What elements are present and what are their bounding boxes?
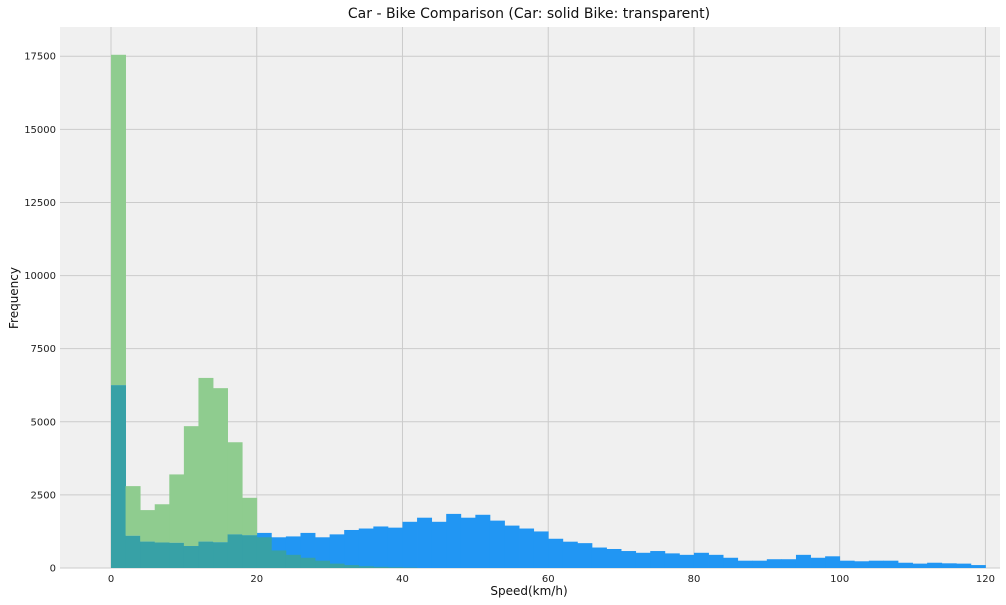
x-tick-label: 40	[396, 574, 409, 585]
bike-bars	[111, 54, 418, 568]
car-bar	[635, 552, 651, 568]
bike-bar	[329, 563, 345, 568]
car-bar	[533, 531, 549, 568]
car-bar	[708, 554, 724, 568]
car-bar	[897, 562, 913, 568]
car-bar	[927, 562, 943, 568]
bike-bar	[285, 554, 301, 568]
y-tick-label: 2500	[31, 490, 56, 501]
bike-bar	[227, 442, 243, 568]
y-tick-labels: 0 2500 5000 7500 10000 12500 15000 17500	[24, 52, 56, 575]
car-bar	[358, 528, 374, 568]
car-bar	[460, 517, 476, 568]
x-tick-label: 120	[976, 574, 995, 585]
car-bar	[693, 552, 709, 568]
car-bar	[650, 551, 666, 568]
y-tick-label: 10000	[24, 271, 56, 282]
car-bar	[446, 513, 462, 568]
bike-bar	[315, 560, 331, 568]
car-bar	[679, 554, 695, 568]
car-bar	[854, 561, 870, 568]
bike-bar	[256, 537, 272, 568]
car-bar	[795, 554, 811, 568]
bike-bar	[387, 567, 403, 568]
car-bar	[329, 534, 345, 568]
bike-bar	[111, 54, 126, 568]
car-bar	[431, 521, 447, 568]
car-bar	[562, 541, 578, 568]
y-axis-label: Frequency	[7, 267, 21, 329]
car-bar	[766, 559, 782, 568]
bike-bar	[358, 566, 374, 568]
x-tick-label: 80	[688, 574, 701, 585]
car-bar	[475, 514, 491, 568]
car-bar	[941, 563, 957, 568]
y-tick-label: 7500	[31, 344, 56, 355]
x-tick-label: 60	[542, 574, 555, 585]
car-bar	[344, 529, 360, 568]
car-bar	[373, 526, 389, 568]
car-bar	[839, 560, 855, 568]
car-bar	[591, 547, 607, 568]
x-axis-label: Speed(km/h)	[490, 584, 567, 598]
y-tick-label: 15000	[24, 125, 56, 136]
x-tick-labels: 0 20 40 60 80 100 120	[108, 574, 995, 585]
car-bar	[825, 556, 841, 568]
chart-title: Car - Bike Comparison (Car: solid Bike: …	[348, 6, 710, 22]
bike-bar	[198, 377, 214, 568]
car-bar	[315, 537, 331, 568]
car-bar	[883, 560, 899, 568]
car-bar	[548, 538, 564, 568]
car-bar	[956, 563, 972, 568]
x-tick-label: 20	[250, 574, 263, 585]
bike-bar	[140, 510, 156, 568]
car-bar	[387, 527, 403, 568]
car-bar	[577, 543, 593, 568]
car-bar	[664, 553, 680, 568]
car-bar	[504, 525, 520, 568]
car-bar	[723, 557, 739, 568]
car-bar	[606, 548, 622, 568]
car-bar	[402, 521, 418, 568]
y-tick-label: 12500	[24, 198, 56, 209]
bike-bar	[242, 497, 258, 568]
car-bar	[621, 551, 637, 568]
y-tick-label: 17500	[24, 52, 56, 63]
car-bar	[810, 557, 826, 568]
car-bar	[912, 563, 928, 568]
bike-bar	[213, 388, 228, 568]
car-bar	[868, 560, 884, 568]
car-bar	[489, 520, 505, 568]
car-bar	[519, 528, 535, 568]
car-bar	[970, 565, 986, 568]
car-bar	[417, 517, 433, 568]
x-tick-label: 0	[108, 574, 114, 585]
bike-bar	[373, 566, 389, 568]
bike-bar	[169, 474, 185, 568]
y-tick-label: 5000	[31, 417, 56, 428]
bike-bar	[154, 504, 170, 568]
y-tick-label: 0	[50, 564, 56, 575]
x-tick-label: 100	[830, 574, 849, 585]
bike-bar	[271, 550, 287, 568]
bike-bar	[183, 426, 199, 568]
bike-bar	[125, 486, 141, 568]
car-bar	[752, 560, 768, 568]
car-bar	[737, 560, 753, 568]
car-bar	[781, 559, 797, 568]
bike-bar	[300, 557, 316, 568]
bike-bar	[344, 565, 360, 568]
